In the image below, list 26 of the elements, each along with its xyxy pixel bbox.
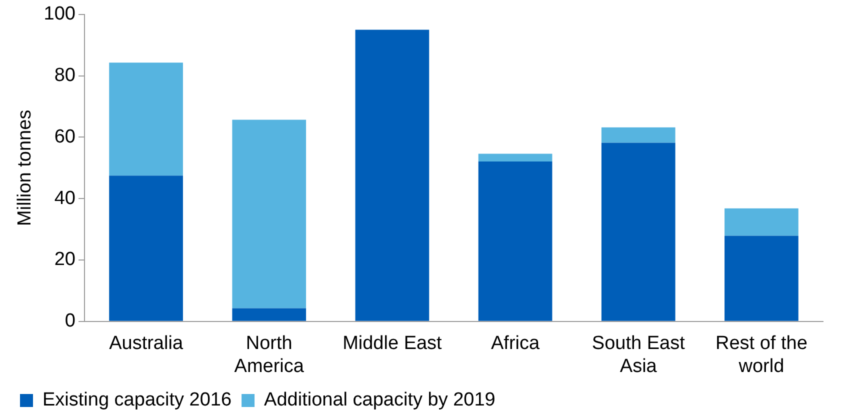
bar [601, 127, 676, 143]
y-tick-label: 0 [64, 310, 76, 332]
legend-label: Existing capacity 2016 [42, 390, 232, 411]
x-tick-label: North America [234, 333, 304, 377]
bar [355, 30, 430, 321]
x-tick-label: South East Asia [592, 333, 686, 377]
y-tick-label: 40 [54, 188, 76, 209]
bar [109, 62, 183, 176]
y-tick-label: 100 [44, 4, 76, 25]
legend-label: Additional capacity by 2019 [264, 390, 496, 411]
y-tick-label: 20 [54, 249, 76, 270]
y-tick-label: 80 [54, 65, 76, 86]
bar [724, 236, 798, 321]
bar [478, 161, 552, 321]
y-tick-label: 60 [54, 126, 76, 148]
bar [109, 176, 183, 321]
bar [601, 142, 676, 321]
x-tick-label: Africa [491, 333, 540, 354]
bar [232, 308, 306, 321]
x-tick-label: Australia [109, 333, 184, 354]
x-tick-label: Middle East [342, 333, 443, 354]
bar [724, 208, 798, 236]
bar [232, 120, 306, 308]
x-tick-label: Rest of the world [716, 333, 808, 377]
bar [478, 154, 552, 162]
y-axis-title: Million tonnes [14, 110, 36, 226]
